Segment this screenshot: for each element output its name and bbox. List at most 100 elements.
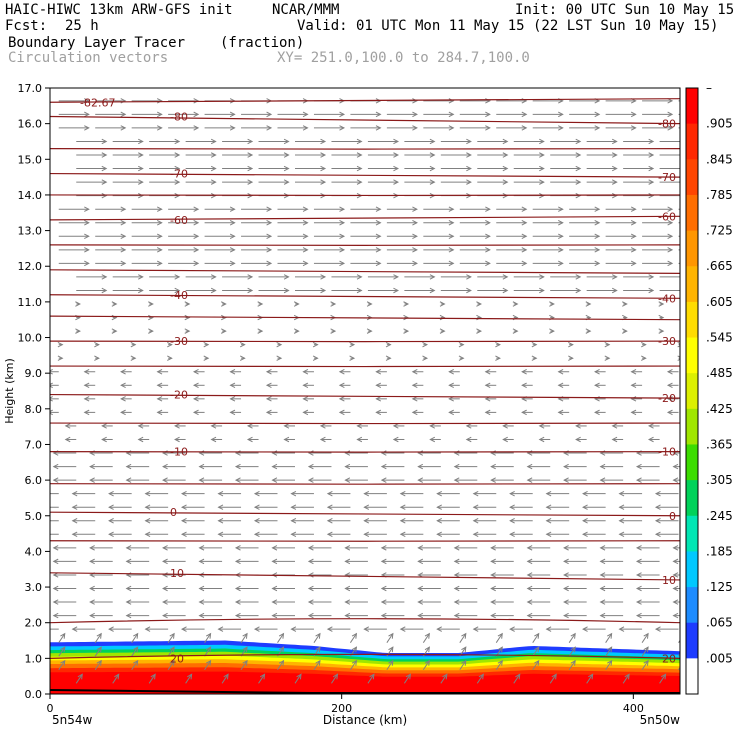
vector-head <box>229 369 236 375</box>
vector-head <box>247 152 254 158</box>
vector-head <box>594 220 601 226</box>
vector-head <box>198 585 205 592</box>
vector-head <box>476 328 482 334</box>
vector-head <box>307 599 314 605</box>
vector-head <box>366 328 373 334</box>
vector-head <box>156 125 163 131</box>
vector-head <box>307 612 314 619</box>
vector-head <box>349 355 356 361</box>
vector-head <box>599 545 606 551</box>
vector-head <box>558 111 564 118</box>
vector-head <box>582 490 588 497</box>
vector-head <box>380 612 387 619</box>
vector-head <box>526 545 533 551</box>
vector-head <box>156 220 163 226</box>
vector-head <box>667 220 674 226</box>
vector-head <box>485 260 491 267</box>
vector-shaft <box>605 660 613 671</box>
vector-head <box>466 274 472 280</box>
vector-head <box>417 463 424 470</box>
vector-head <box>338 382 345 389</box>
contour-label: 20 <box>170 652 184 665</box>
vector-head <box>138 165 144 172</box>
vector-head <box>385 355 392 361</box>
vector-head <box>351 632 358 639</box>
vector-head <box>184 301 191 307</box>
vector-head <box>485 220 491 226</box>
vector-head <box>412 98 418 104</box>
vector-head <box>594 369 600 375</box>
vector-head <box>448 260 455 267</box>
vector-head <box>156 206 163 212</box>
vector-head <box>648 165 655 172</box>
vector-head <box>490 545 496 551</box>
colorbar-label: .785 <box>706 188 733 202</box>
vector-head <box>356 179 363 185</box>
vector-head <box>667 125 674 131</box>
vector-head <box>722 166 726 171</box>
vector-head <box>120 382 126 389</box>
vector-head <box>52 463 59 470</box>
vector-head <box>283 423 290 429</box>
vector-head <box>162 558 168 565</box>
vector-head <box>490 612 496 619</box>
vector-head <box>253 531 260 538</box>
vector-head <box>429 436 436 443</box>
vector-head <box>271 585 278 592</box>
vector-head <box>210 179 217 185</box>
vector-head <box>375 111 382 118</box>
vector-head <box>679 662 680 663</box>
vector-head <box>283 274 290 280</box>
vector-head <box>75 328 81 334</box>
vector-head <box>293 301 300 307</box>
vector-head <box>539 138 545 145</box>
vector-head <box>630 382 637 389</box>
vector-head <box>125 612 132 619</box>
temperature-contours: -82.67 -80 -80 -70 -70 -60 -60 -40 -40 -30 -30 -20 -… <box>50 96 680 665</box>
vector-head <box>89 545 95 551</box>
vector-shaft <box>258 674 265 684</box>
vector-head <box>658 328 665 334</box>
vector-head <box>704 248 708 253</box>
vector-head <box>672 612 679 619</box>
vector-head <box>210 287 217 294</box>
vector-head <box>326 626 333 632</box>
vector-head <box>83 369 90 375</box>
vector-head <box>229 396 236 402</box>
vector-head <box>472 626 479 632</box>
vector-head <box>108 531 114 538</box>
vector-head <box>162 477 168 483</box>
vector-head <box>71 531 78 538</box>
contour-label: -70 <box>170 168 188 181</box>
vector-shaft <box>58 646 66 657</box>
vector-head <box>630 369 637 375</box>
vector-head <box>193 247 200 253</box>
colorbar-swatch <box>686 88 698 125</box>
vector-head <box>120 409 126 416</box>
vector-shaft <box>131 660 139 671</box>
vector-head <box>607 659 613 666</box>
colorbar-label: .305 <box>706 473 733 487</box>
vector-head <box>393 165 400 172</box>
vector-head <box>448 409 454 416</box>
vector-head <box>599 612 606 619</box>
colorbar-label: .245 <box>706 509 733 523</box>
vector-head <box>448 98 455 104</box>
vector-head <box>315 632 321 639</box>
vector-head <box>217 626 224 632</box>
vector-head <box>485 233 491 240</box>
vector-head <box>101 138 108 145</box>
vector-head <box>380 477 387 483</box>
vector-head <box>369 673 375 680</box>
contour-line <box>50 422 680 425</box>
vector-head <box>618 504 625 510</box>
vector-head <box>643 646 649 653</box>
vector-head <box>375 396 382 402</box>
vector-head <box>412 233 418 240</box>
vector-head <box>509 518 515 524</box>
vector-head <box>210 436 217 443</box>
vector-head <box>630 247 637 253</box>
vector-head <box>162 545 168 551</box>
vector-head <box>375 125 382 131</box>
